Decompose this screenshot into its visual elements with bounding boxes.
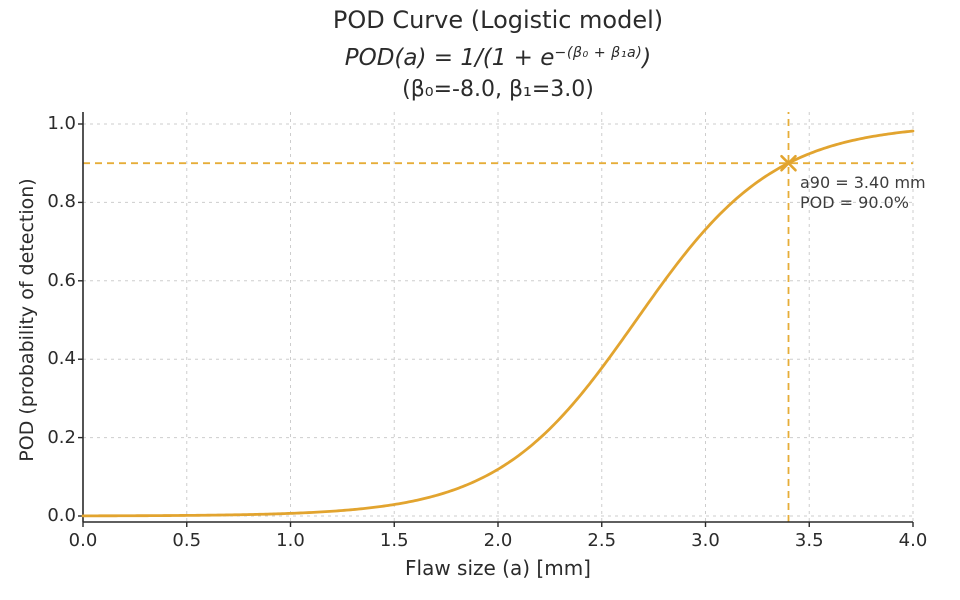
y-tick-label: 1.0: [47, 113, 76, 134]
x-tick-label: 4.0: [898, 530, 928, 551]
formula-exponent: −(β₀ + β₁a): [554, 45, 643, 61]
chart-title: POD Curve (Logistic model): [332, 6, 664, 34]
chart-title-params: (β₀=-8.0, β₁=3.0): [402, 76, 594, 102]
y-axis-label: POD (probability of detection): [16, 178, 38, 462]
pod-curve-line: [81, 129, 915, 518]
formula-prefix: POD(a) = 1/(1 + e: [344, 44, 555, 71]
x-tick-label: 1.0: [276, 530, 305, 551]
a90-x-marker: [780, 154, 797, 172]
x-tick-label: 0.0: [68, 530, 98, 551]
x-tick-label: 3.5: [794, 530, 824, 551]
x-tick-label: 3.0: [691, 530, 720, 551]
y-tick-label: 0.4: [47, 348, 76, 370]
annotation-line-pod: POD = 90.0%: [800, 193, 909, 212]
y-tick-label: 0.2: [47, 426, 76, 448]
y-tick-label: 0.8: [47, 191, 76, 213]
x-tick-label: 0.5: [172, 530, 202, 551]
x-tick-label: 2.5: [587, 530, 617, 551]
x-tick-label: 2.0: [483, 530, 513, 551]
x-axis-label: Flaw size (a) [mm]: [405, 556, 591, 580]
annotation-line-a90: a90 = 3.40 mm: [800, 173, 926, 192]
formula-suffix: ): [642, 44, 652, 71]
y-tick-label: 0.0: [47, 505, 76, 526]
chart-title-block: POD Curve (Logistic model) POD(a) = 1/(1…: [83, 4, 913, 105]
a90-annotation: a90 = 3.40 mm POD = 90.0%: [800, 173, 926, 213]
y-tick-label: 0.6: [47, 269, 76, 291]
chart-title-formula: POD(a) = 1/(1 + e−(β₀ + β₁a)): [83, 36, 913, 75]
x-tick-label: 1.5: [379, 530, 409, 551]
